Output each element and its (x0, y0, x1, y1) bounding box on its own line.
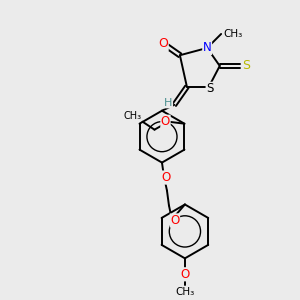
Text: N: N (203, 41, 212, 54)
Text: O: O (161, 171, 171, 184)
Text: O: O (161, 115, 170, 128)
Text: CH₃: CH₃ (123, 111, 142, 121)
Text: CH₃: CH₃ (223, 29, 242, 39)
Text: S: S (206, 82, 214, 95)
Text: O: O (170, 214, 180, 227)
Text: H: H (164, 98, 172, 108)
Text: O: O (180, 268, 190, 281)
Text: O: O (158, 38, 168, 50)
Text: S: S (242, 59, 250, 72)
Text: CH₃: CH₃ (175, 287, 194, 297)
